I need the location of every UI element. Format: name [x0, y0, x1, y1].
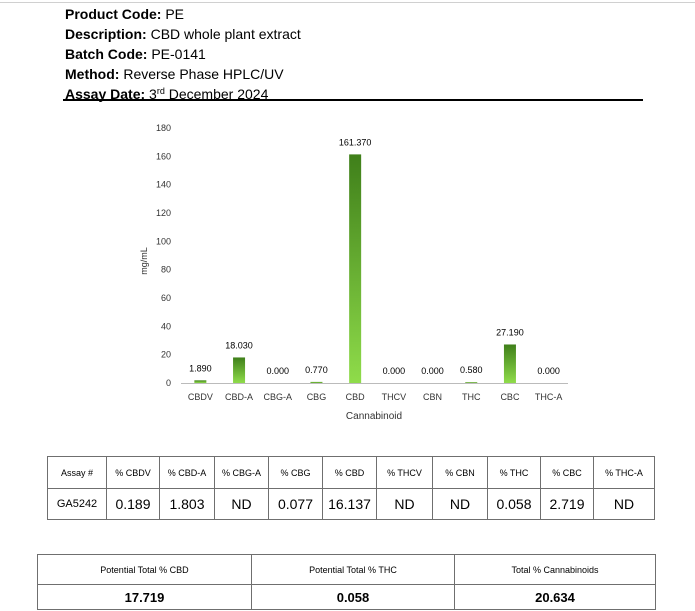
totals-header-cell: Total % Cannabinoids — [454, 554, 656, 585]
assay-header-cell: % CBDV — [106, 456, 160, 489]
y-axis-label: mg/mL — [139, 247, 149, 275]
assay-date-line: Assay Date: 3rd December 2024 — [65, 84, 645, 104]
assay-value-cell: ND — [376, 488, 433, 520]
assay-header-cell: Assay # — [47, 456, 107, 489]
assay-value-cell: 0.058 — [487, 488, 541, 520]
assay-date-label: Assay Date: — [65, 86, 146, 102]
y-tick-label: 0 — [166, 378, 171, 388]
x-tick-label-cbdv: CBDV — [188, 392, 213, 402]
method-line: Method: Reverse Phase HPLC/UV — [65, 64, 645, 84]
report-header: Product Code: PE Description: CBD whole … — [65, 4, 645, 104]
y-axis-ticks: 0 20 40 60 80 100 120 140 160 180 — [156, 123, 171, 388]
x-tick-label-cbg-a: CBG-A — [263, 392, 292, 402]
totals-value-cell: 0.058 — [251, 584, 455, 610]
totals-header-cell: Potential Total % CBD — [37, 554, 252, 585]
x-tick-label-thcv: THCV — [382, 392, 407, 402]
value-label-cbn: 0.000 — [421, 366, 444, 376]
batch-code-line: Batch Code: PE-0141 — [65, 44, 645, 64]
assay-value-cell: ND — [214, 488, 269, 520]
product-code-line: Product Code: PE — [65, 4, 645, 24]
x-tick-label-cbd: CBD — [346, 392, 366, 402]
header-rule — [63, 99, 643, 101]
description-line: Description: CBD whole plant extract — [65, 24, 645, 44]
value-label-cbg-a: 0.000 — [266, 366, 289, 376]
bar-thc — [465, 382, 478, 383]
value-label-thc: 0.580 — [460, 365, 483, 375]
assay-data-row: GA5242 0.189 1.803 ND 0.077 16.137 ND ND 0.058 2.… — [47, 488, 655, 520]
method-value: Reverse Phase HPLC/UV — [123, 66, 284, 82]
assay-date-suffix: rd — [156, 86, 165, 96]
y-tick-label: 180 — [156, 123, 171, 133]
bar-cbd — [349, 154, 362, 383]
bar-cbdv — [194, 380, 207, 383]
value-label-cbdv: 1.890 — [189, 363, 212, 373]
assay-value-cell: 1.803 — [159, 488, 215, 520]
x-tick-label-cbg: CBG — [307, 392, 327, 402]
y-tick-label: 20 — [161, 350, 171, 360]
assay-value-cell: 0.077 — [268, 488, 323, 520]
x-axis-ticks: CBDV CBD-A CBG-A CBG CBD THCV CBN THC CBC THC-A — [188, 392, 563, 402]
value-label-cbc: 27.190 — [496, 327, 524, 337]
totals-value-row: 17.719 0.058 20.634 — [37, 584, 656, 610]
value-labels: 1.890 18.030 0.000 0.770 161.370 0.000 0.000 0.… — [189, 137, 560, 376]
x-axis-label: Cannabinoid — [346, 411, 402, 422]
y-tick-label: 120 — [156, 208, 171, 218]
y-tick-label: 60 — [161, 293, 171, 303]
x-tick-label-cbd-a: CBD-A — [225, 392, 253, 402]
batch-code-value: PE-0141 — [151, 46, 206, 62]
y-tick-label: 100 — [156, 236, 171, 246]
assay-header-cell: % THC — [487, 456, 541, 489]
assay-value-cell: ND — [432, 488, 488, 520]
value-label-cbd-a: 18.030 — [225, 340, 253, 350]
y-tick-label: 140 — [156, 180, 171, 190]
assay-header-cell: % THC-A — [593, 456, 655, 489]
assay-value-cell: GA5242 — [47, 488, 107, 520]
totals-header-row: Potential Total % CBD Potential Total % T… — [37, 554, 656, 585]
x-tick-label-cbc: CBC — [500, 392, 520, 402]
bar-cbd-a — [233, 357, 246, 383]
product-code-value: PE — [165, 6, 185, 22]
assay-value-cell: 16.137 — [322, 488, 377, 520]
assay-value-cell: 2.719 — [540, 488, 594, 520]
bars — [194, 154, 516, 383]
y-tick-label: 40 — [161, 321, 171, 331]
assay-value-cell: ND — [593, 488, 655, 520]
assay-header-cell: % THCV — [376, 456, 433, 489]
assay-value-cell: 0.189 — [106, 488, 160, 520]
value-label-thc-a: 0.000 — [537, 366, 560, 376]
totals-value-cell: 17.719 — [37, 584, 252, 610]
method-label: Method: — [65, 66, 120, 82]
bar-cbg — [310, 381, 323, 383]
assay-header-cell: % CBN — [432, 456, 488, 489]
totals-value-cell: 20.634 — [454, 584, 656, 610]
totals-header-cell: Potential Total % THC — [251, 554, 455, 585]
bar-cbc — [503, 344, 516, 383]
value-label-cbd: 161.370 — [339, 137, 372, 147]
assay-header-row: Assay #% CBDV% CBD-A% CBG-A% CBG% CBD% T… — [47, 456, 655, 489]
batch-code-label: Batch Code: — [65, 46, 148, 62]
top-rule — [0, 2, 695, 3]
x-tick-label-thc: THC — [462, 392, 481, 402]
assay-header-cell: % CBG-A — [214, 456, 269, 489]
assay-date-day: 3 — [149, 86, 157, 102]
assay-date-rest: December 2024 — [168, 86, 269, 102]
assay-results-table: Assay #% CBDV% CBD-A% CBG-A% CBG% CBD% T… — [47, 456, 655, 520]
value-label-cbg: 0.770 — [305, 365, 328, 375]
y-tick-label: 160 — [156, 151, 171, 161]
cannabinoid-bar-chart: 0 20 40 60 80 100 120 140 160 180 1.890 18.030 0.00… — [139, 123, 568, 422]
totals-table: Potential Total % CBD Potential Total % T… — [37, 554, 656, 610]
x-tick-label-cbn: CBN — [423, 392, 442, 402]
x-tick-label-thc-a: THC-A — [535, 392, 563, 402]
value-label-thcv: 0.000 — [383, 366, 406, 376]
assay-header-cell: % CBD — [322, 456, 377, 489]
y-tick-label: 80 — [161, 265, 171, 275]
assay-header-cell: % CBG — [268, 456, 323, 489]
assay-header-cell: % CBD-A — [159, 456, 215, 489]
description-label: Description: — [65, 26, 147, 42]
assay-header-cell: % CBC — [540, 456, 594, 489]
product-code-label: Product Code: — [65, 6, 162, 22]
description-value: CBD whole plant extract — [150, 26, 301, 42]
